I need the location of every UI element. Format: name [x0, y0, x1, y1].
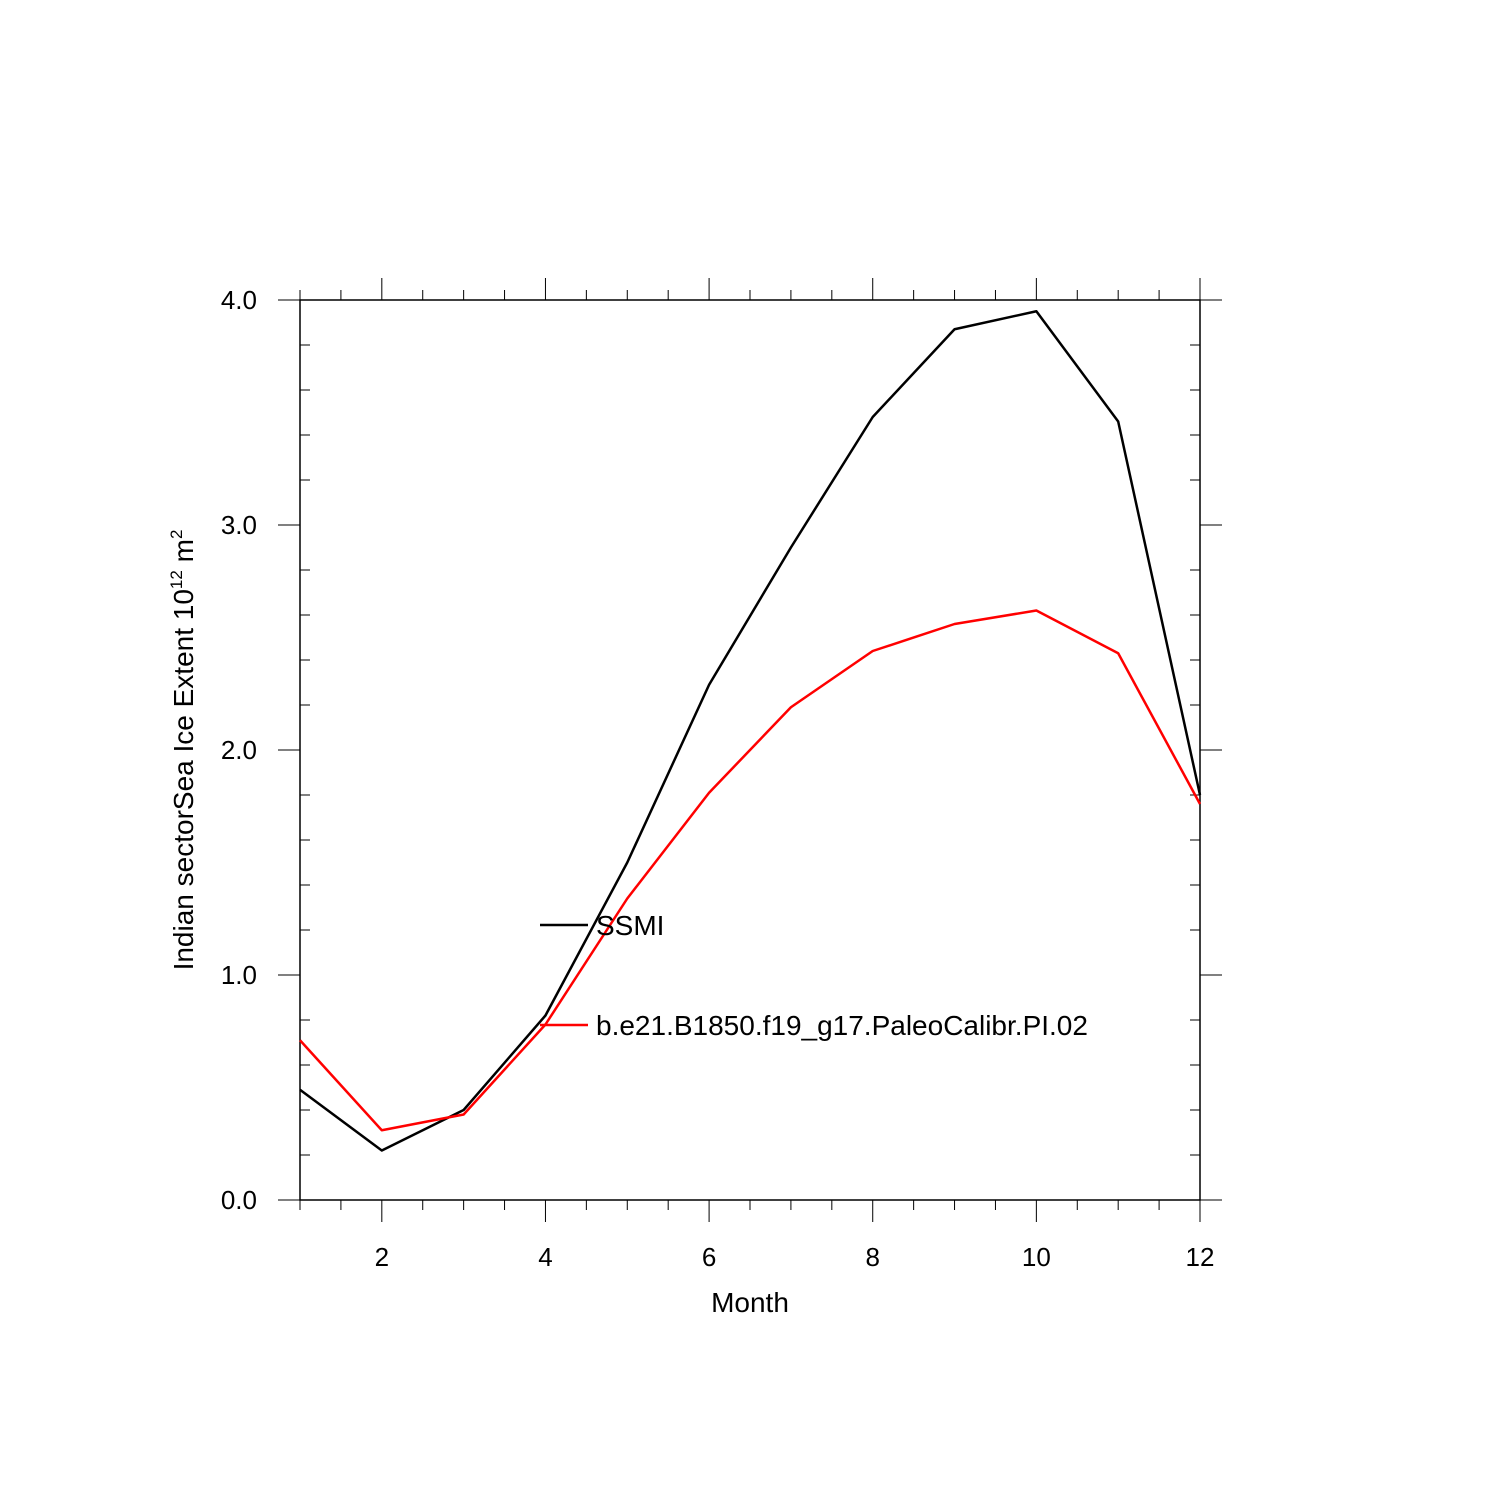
x-tick-label: 12: [1186, 1242, 1215, 1272]
y-axis-title-prefix: Indian sectorSea Ice Extent 10: [168, 589, 199, 970]
y-tick-label: 3.0: [221, 510, 257, 540]
x-tick-label: 8: [865, 1242, 879, 1272]
x-tick-label: 2: [375, 1242, 389, 1272]
y-tick-label: 0.0: [221, 1185, 257, 1215]
y-tick-label: 2.0: [221, 735, 257, 765]
axis-tick-labels: 2 4 6 8 10 12 0.0 1.0 2.0 3.0 4.0: [221, 285, 1215, 1272]
axis-ticks: [278, 278, 1222, 1222]
x-tick-label: 6: [702, 1242, 716, 1272]
legend-label-model: b.e21.B1850.f19_g17.PaleoCalibr.PI.02: [596, 1010, 1088, 1041]
y-tick-label: 4.0: [221, 285, 257, 315]
y-axis-title-unit: m: [168, 539, 199, 570]
y-axis-title-unit-exponent: 2: [167, 530, 186, 539]
y-axis-title-exponent: 12: [167, 570, 186, 589]
x-tick-label: 4: [538, 1242, 552, 1272]
y-tick-label: 1.0: [221, 960, 257, 990]
series-lines: [299, 310, 1202, 1152]
x-tick-label: 10: [1022, 1242, 1051, 1272]
y-axis-title: Indian sectorSea Ice Extent 1012 m2: [167, 530, 199, 971]
x-axis-title: Month: [711, 1287, 789, 1318]
series-line-1: [299, 609, 1202, 1132]
legend: SSMI b.e21.B1850.f19_g17.PaleoCalibr.PI.…: [540, 910, 1088, 1041]
legend-label-ssmi: SSMI: [596, 910, 664, 941]
